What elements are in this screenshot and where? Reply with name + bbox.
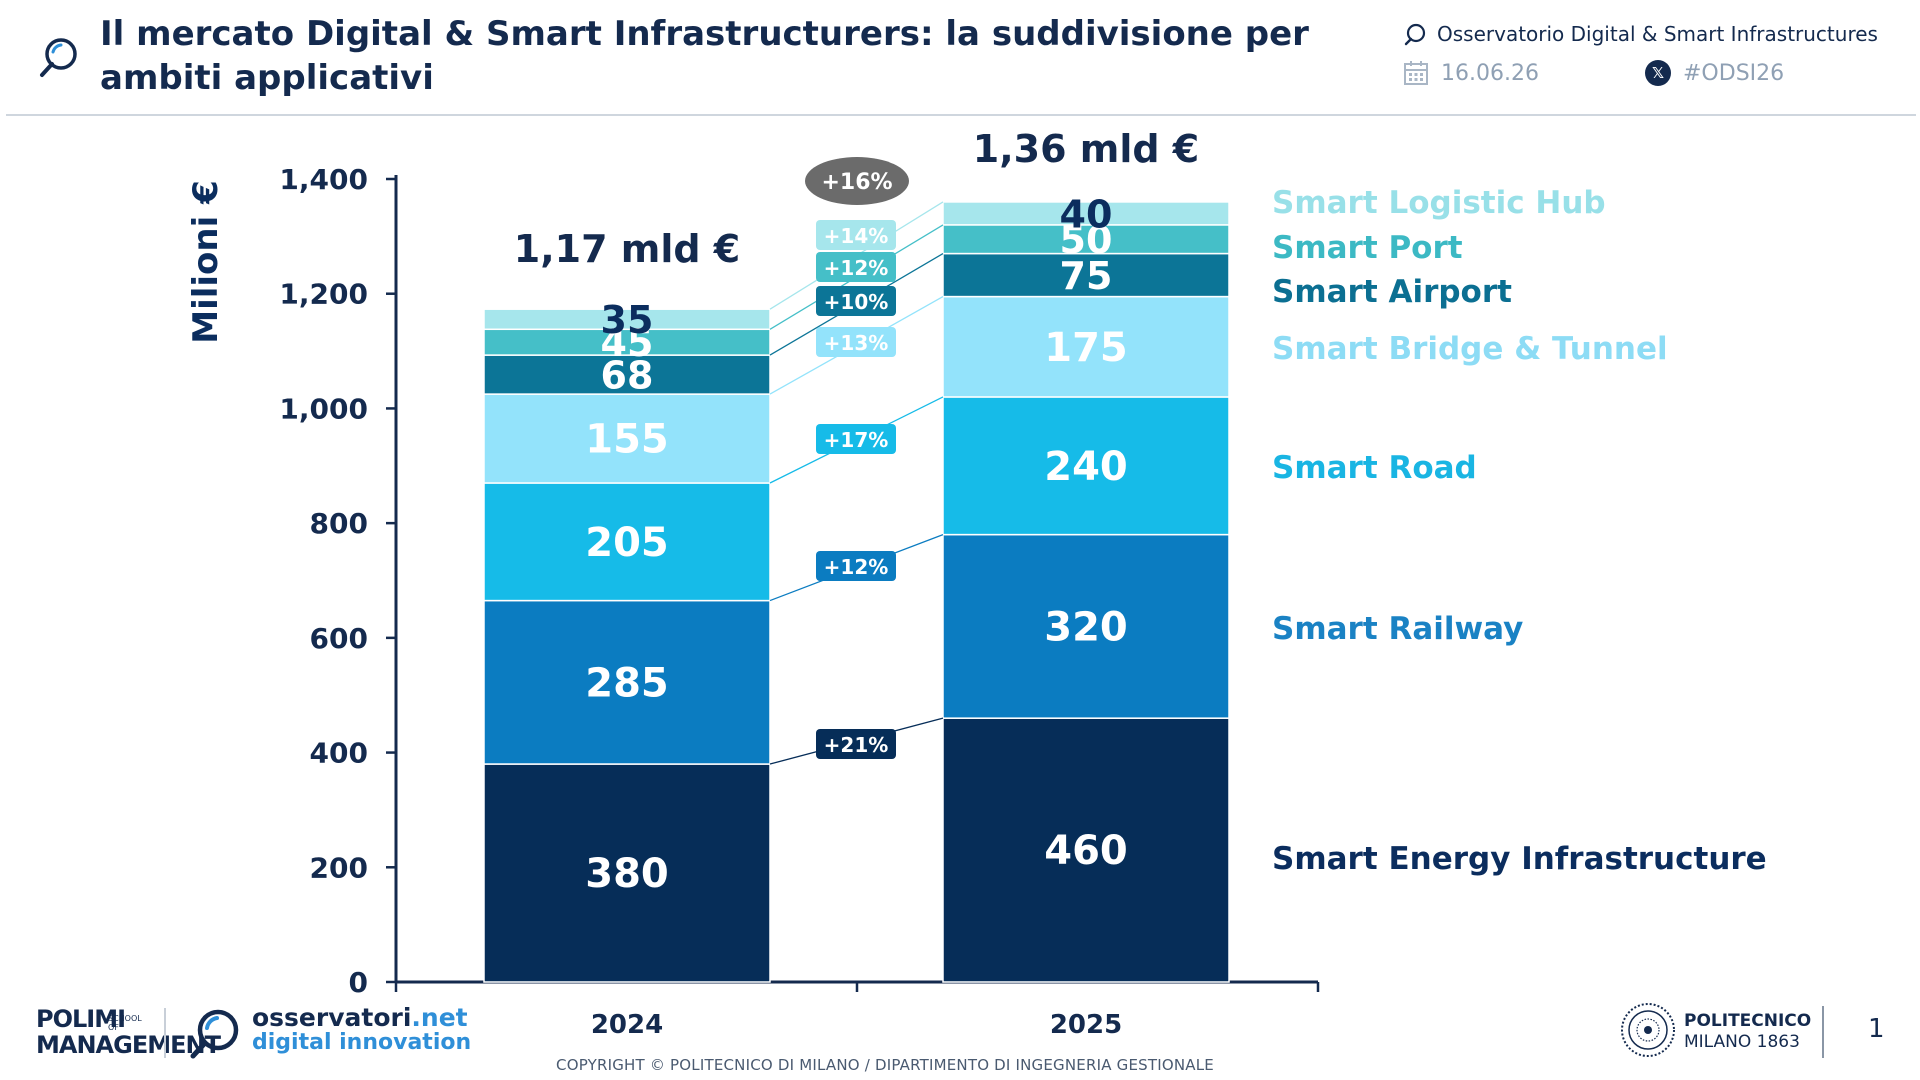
osservatori-logo-icon bbox=[190, 1009, 239, 1059]
osservatori-name: osservatori bbox=[252, 1003, 412, 1032]
bar-value-label-1-0: 285 bbox=[585, 660, 669, 706]
bar-segment-1-1 bbox=[942, 533, 1230, 719]
y-tick-label-7: 1,400 bbox=[279, 163, 368, 196]
growth-badge-text-0: +21% bbox=[824, 733, 889, 757]
chat-bubble-icon bbox=[1404, 23, 1426, 46]
osservatori-tld: .net bbox=[411, 1003, 468, 1032]
polimi-logo-text: POLIMI bbox=[36, 1005, 126, 1033]
bar-segment-5-1 bbox=[942, 224, 1230, 255]
bar-value-label-6-1: 40 bbox=[1060, 192, 1113, 236]
politecnico-line2: MILANO 1863 bbox=[1684, 1032, 1800, 1052]
growth-badge-5 bbox=[816, 252, 896, 282]
bar-segment-6-1 bbox=[942, 201, 1230, 226]
bar-segment-2-1 bbox=[942, 396, 1230, 536]
page-number: 1 bbox=[1868, 1014, 1885, 1044]
total-growth-badge bbox=[805, 157, 909, 205]
bar-value-label-1-1: 320 bbox=[1044, 604, 1128, 650]
growth-badge-text-4: +10% bbox=[824, 290, 889, 314]
page-title: Il mercato Digital & Smart Infrastructur… bbox=[100, 14, 1309, 98]
bar-value-label-6-0: 35 bbox=[601, 298, 654, 342]
footer-separator bbox=[164, 1008, 166, 1058]
legend-item-1: Smart Railway bbox=[1272, 611, 1523, 647]
x-tick-label-1: 2025 bbox=[1050, 1010, 1122, 1040]
y-tick-label-5: 1,000 bbox=[279, 392, 368, 425]
bar-segment-4-0 bbox=[483, 354, 771, 395]
bar-segment-3-0 bbox=[483, 393, 771, 484]
bar-value-label-0-1: 460 bbox=[1044, 828, 1128, 874]
bar-value-label-0-0: 380 bbox=[585, 851, 669, 897]
bar-value-label-3-1: 175 bbox=[1044, 325, 1128, 371]
x-logo-icon[interactable]: 𝕏 bbox=[1645, 60, 1671, 86]
polimi-logo: POLIMI MANAGEMENT SCHOOL OF bbox=[36, 1005, 221, 1059]
y-tick-label-6: 1,200 bbox=[279, 278, 368, 311]
y-tick-label-1: 200 bbox=[310, 851, 368, 884]
growth-badge-text-5: +12% bbox=[824, 256, 889, 280]
bar-segment-2-0 bbox=[483, 482, 771, 602]
legend-item-4: Smart Airport bbox=[1272, 274, 1512, 310]
bar-value-label-5-0: 45 bbox=[601, 321, 654, 365]
bar-value-label-5-1: 50 bbox=[1060, 218, 1113, 262]
y-tick-label-2: 400 bbox=[310, 737, 368, 770]
growth-badge-text-2: +17% bbox=[824, 428, 889, 452]
growth-badge-4 bbox=[816, 286, 896, 316]
bar-value-label-4-0: 68 bbox=[601, 354, 654, 398]
bar-segment-0-0 bbox=[483, 763, 771, 983]
polimi-logo-text-2: MANAGEMENT bbox=[36, 1031, 221, 1059]
total-label-1: 1,36 mld € bbox=[973, 127, 1199, 171]
y-tick-label-0: 0 bbox=[349, 966, 368, 999]
footer-separator-right bbox=[1822, 1006, 1824, 1058]
polimi-logo-small: SCHOOL OF bbox=[108, 1014, 142, 1032]
bar-segment-0-1 bbox=[942, 717, 1230, 983]
search-icon bbox=[40, 38, 77, 77]
y-axis-label: Milioni € bbox=[186, 180, 226, 344]
bar-value-label-2-0: 205 bbox=[585, 520, 669, 566]
date: 16.06.26 bbox=[1441, 60, 1539, 86]
osservatori-logo-name: osservatori.net bbox=[252, 1004, 468, 1032]
politecnico-seal-icon bbox=[1621, 1003, 1675, 1057]
growth-badge-2 bbox=[816, 424, 896, 454]
bar-segment-6-0 bbox=[483, 308, 771, 331]
legend-item-5: Smart Port bbox=[1272, 230, 1463, 266]
bar-segment-1-0 bbox=[483, 599, 771, 765]
bar-value-label-2-1: 240 bbox=[1044, 444, 1128, 490]
observatory-name: Osservatorio Digital & Smart Infrastruct… bbox=[1437, 22, 1878, 46]
legend-item-2: Smart Road bbox=[1272, 450, 1477, 486]
politecnico-line1: POLITECNICO bbox=[1684, 1011, 1812, 1031]
legend-item-0: Smart Energy Infrastructure bbox=[1272, 841, 1767, 877]
growth-badge-3 bbox=[816, 327, 896, 357]
politecnico-logo: POLITECNICO MILANO 1863 1 bbox=[1620, 998, 1910, 1068]
stacked-bar-chart: 0 200 400 600 800 1,000 1,200 1,400 380 460 285 320… bbox=[279, 127, 1767, 1040]
header-divider bbox=[6, 114, 1916, 116]
legend-item-3: Smart Bridge & Tunnel bbox=[1272, 331, 1668, 367]
growth-badge-6 bbox=[816, 220, 896, 250]
calendar-icon bbox=[1404, 61, 1428, 85]
hashtag[interactable]: #ODSI26 bbox=[1683, 60, 1785, 86]
total-growth-text: +16% bbox=[821, 170, 892, 195]
header-meta: Osservatorio Digital & Smart Infrastruct… bbox=[1403, 18, 1918, 98]
y-tick-label-4: 800 bbox=[310, 507, 368, 540]
bar-value-label-3-0: 155 bbox=[585, 417, 669, 463]
legend-item-6: Smart Logistic Hub bbox=[1272, 185, 1606, 221]
x-tick-label-0: 2024 bbox=[591, 1010, 663, 1040]
growth-badge-text-3: +13% bbox=[824, 331, 889, 355]
bar-value-label-4-1: 75 bbox=[1060, 254, 1113, 298]
osservatori-logo-sub: digital innovation bbox=[252, 1030, 472, 1055]
growth-badge-1 bbox=[816, 551, 896, 581]
growth-badge-0 bbox=[816, 729, 896, 759]
growth-badge-text-6: +14% bbox=[824, 224, 889, 248]
footer-logos: POLIMI MANAGEMENT SCHOOL OF osservatori.… bbox=[36, 1002, 471, 1062]
bar-segment-3-1 bbox=[942, 295, 1230, 398]
copyright: COPYRIGHT © POLITECNICO DI MILANO / DIPA… bbox=[0, 1056, 1530, 1074]
bar-segment-4-1 bbox=[942, 252, 1230, 298]
total-label-0: 1,17 mld € bbox=[514, 227, 740, 271]
copyright-text: COPYRIGHT © POLITECNICO DI MILANO / DIPA… bbox=[556, 1056, 1214, 1074]
growth-badge-text-1: +12% bbox=[824, 555, 889, 579]
y-tick-label-3: 600 bbox=[310, 622, 368, 655]
bar-segment-5-0 bbox=[483, 328, 771, 356]
